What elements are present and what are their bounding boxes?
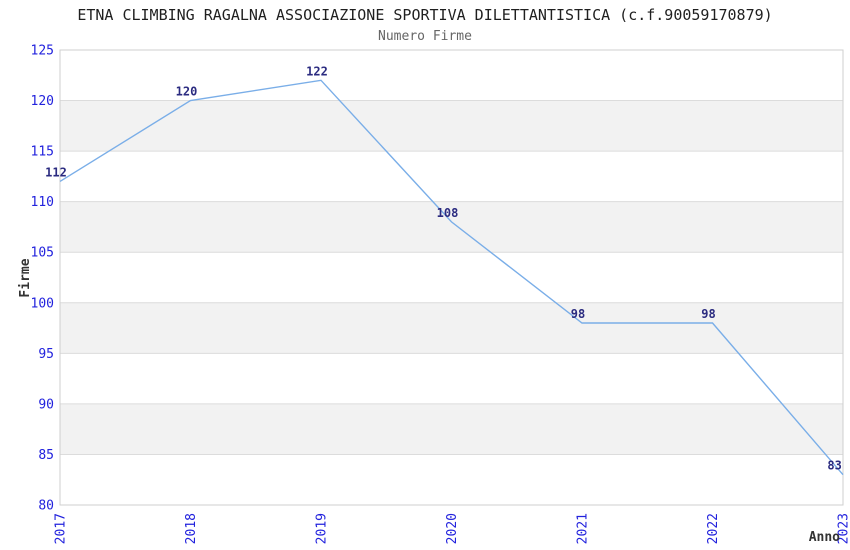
plot-band	[60, 403, 843, 455]
y-tick-label: 80	[38, 499, 54, 514]
data-label: 98	[571, 307, 585, 321]
data-label: 120	[176, 85, 198, 99]
y-tick-label: 95	[38, 347, 54, 362]
x-tick-label: 2019	[315, 513, 330, 544]
y-axis-title: Firme	[18, 258, 33, 297]
data-label: 112	[45, 165, 67, 179]
plot-bands	[60, 100, 843, 455]
y-tick-label: 125	[31, 44, 54, 59]
data-label: 108	[437, 206, 459, 220]
y-tick-label: 120	[31, 94, 54, 109]
x-axis-tick-labels: 2017 2018 2019 2020 2021 2022 2023	[54, 513, 850, 544]
x-tick-label: 2023	[837, 513, 850, 544]
plot-band	[60, 302, 843, 354]
plot-border	[59, 49, 844, 506]
series-line-firme	[59, 79, 844, 476]
y-tick-label: 100	[31, 296, 54, 311]
x-tick-label: 2021	[576, 513, 591, 544]
x-tick-label: 2022	[706, 513, 721, 544]
x-tick-label: 2017	[54, 513, 69, 544]
plot-band	[60, 201, 843, 253]
y-tick-label: 85	[38, 448, 54, 463]
data-labels: 112 120 122 108 98 98 83	[45, 64, 842, 472]
y-tick-label: 105	[31, 246, 54, 261]
data-label: 98	[701, 307, 715, 321]
y-axis-tick-labels: 80 85 90 95 100 105 110 115 120 125	[31, 44, 54, 514]
chart-title: ETNA CLIMBING RAGALNA ASSOCIAZIONE SPORT…	[77, 6, 773, 24]
gridlines	[60, 100, 843, 455]
x-tick-label: 2018	[184, 513, 199, 544]
x-axis-title: Anno	[809, 530, 840, 545]
x-tick-label: 2020	[445, 513, 460, 544]
data-label: 83	[827, 459, 841, 473]
data-label: 122	[306, 64, 328, 78]
y-tick-label: 90	[38, 397, 54, 412]
y-tick-label: 110	[31, 195, 54, 210]
plot-band	[60, 100, 843, 152]
y-tick-label: 115	[31, 145, 54, 160]
chart-subtitle: Numero Firme	[378, 29, 472, 44]
